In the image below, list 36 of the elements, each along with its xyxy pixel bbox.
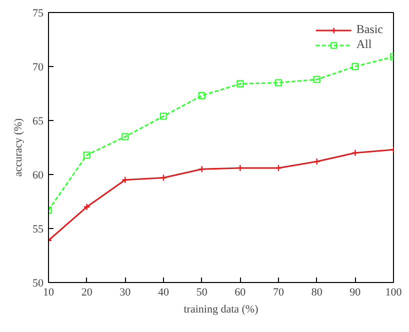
y-tick-label: 50 (32, 278, 44, 290)
x-axis-title: training data (%) (184, 304, 259, 316)
x-tick-label: 90 (350, 286, 362, 298)
point (83, 151, 90, 159)
legend-label: Basic (356, 22, 383, 37)
point (122, 133, 129, 140)
point (198, 166, 206, 173)
y-tick-label: 65 (32, 116, 44, 128)
y-tick-label: 75 (32, 8, 44, 20)
point (160, 112, 168, 120)
x-tick-label: 50 (196, 286, 208, 298)
point (236, 164, 244, 172)
point (313, 76, 320, 84)
point (274, 164, 282, 172)
y-tick-label: 55 (32, 224, 44, 236)
point (122, 176, 129, 184)
y-axis-title: accuracy (%) (12, 118, 24, 177)
point (274, 79, 282, 86)
point (352, 149, 359, 156)
x-tick-label: 10 (43, 286, 54, 298)
x-tick-label: 20 (81, 286, 93, 298)
y-tick-label: 60 (32, 170, 44, 182)
point (160, 174, 168, 182)
point (352, 62, 359, 70)
x-tick-label: 40 (158, 286, 170, 298)
point (198, 92, 206, 100)
x-tick-label: 30 (120, 286, 132, 298)
legend-label: All (356, 37, 373, 52)
x-tick-label: 70 (273, 286, 284, 298)
x-tick-label: 100 (385, 286, 402, 298)
y-tick-label: 70 (32, 62, 44, 74)
point (313, 158, 320, 166)
x-tick-label: 60 (234, 286, 246, 298)
x-tick-label: 80 (311, 286, 323, 298)
point (83, 203, 90, 210)
point (236, 80, 244, 88)
